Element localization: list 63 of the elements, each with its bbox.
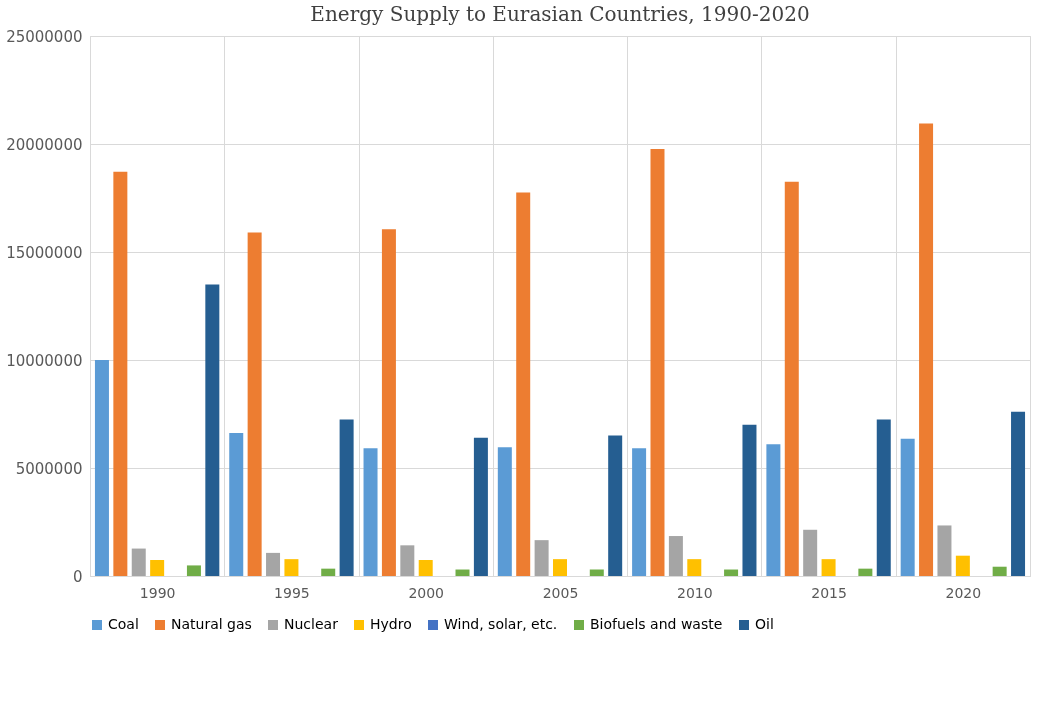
bar: [900, 438, 915, 576]
bar: [821, 559, 836, 576]
bar: [955, 555, 970, 576]
y-tick-label: 0: [72, 567, 83, 586]
bar: [94, 360, 109, 576]
bar: [589, 569, 604, 576]
y-tick-label: 20000000: [6, 135, 83, 154]
bar: [516, 192, 531, 576]
legend-label: Biofuels and waste: [590, 616, 723, 632]
bar: [724, 569, 739, 576]
legend-label: Oil: [755, 616, 774, 632]
bar: [650, 148, 665, 576]
x-tick-label: 2000: [408, 584, 445, 601]
bar: [608, 435, 623, 576]
bar: [919, 123, 934, 576]
bar: [247, 232, 262, 576]
bar: [937, 525, 952, 576]
bar: [113, 171, 128, 576]
bar: [186, 565, 201, 576]
bar: [742, 424, 757, 576]
legend-label: Nuclear: [284, 616, 339, 632]
x-tick-label: 2010: [676, 584, 713, 601]
x-tick-label: 2020: [945, 584, 982, 601]
bar: [381, 229, 396, 576]
bar: [668, 536, 683, 576]
bar: [131, 548, 146, 576]
chart-title: Energy Supply to Eurasian Countries, 1990-2020: [310, 2, 810, 26]
y-tick-label: 15000000: [6, 243, 83, 262]
bar: [497, 447, 512, 576]
y-tick-label: 5000000: [15, 459, 83, 478]
legend-label: Coal: [108, 616, 139, 632]
bar: [534, 540, 549, 576]
bar: [784, 181, 799, 576]
bar: [876, 419, 891, 576]
bar: [455, 569, 470, 576]
x-tick-label: 1990: [139, 584, 176, 601]
bar: [992, 566, 1007, 576]
bar: [321, 568, 336, 576]
bar: [553, 559, 567, 576]
bar: [803, 529, 818, 576]
bar: [266, 552, 281, 576]
legend-label: Natural gas: [171, 616, 252, 632]
bar: [400, 545, 415, 576]
bar: [473, 437, 488, 576]
bar: [858, 568, 873, 576]
y-tick-label: 10000000: [6, 351, 83, 370]
bar: [363, 448, 378, 576]
bar: [284, 559, 299, 576]
x-tick-label: 1995: [274, 584, 310, 601]
bar: [205, 284, 220, 576]
x-tick-label: 2005: [542, 584, 579, 601]
legend-label: Hydro: [370, 616, 412, 632]
bar: [632, 448, 647, 576]
bar: [229, 433, 244, 576]
bar: [339, 419, 354, 576]
bar: [687, 559, 702, 576]
legend-label: Wind, solar, etc.: [444, 616, 558, 632]
x-tick-label: 2015: [811, 584, 847, 601]
bar: [150, 560, 165, 576]
y-tick-label: 25000000: [6, 27, 83, 46]
bar: [766, 444, 781, 576]
bar: [1011, 411, 1026, 576]
bar: [418, 560, 433, 576]
